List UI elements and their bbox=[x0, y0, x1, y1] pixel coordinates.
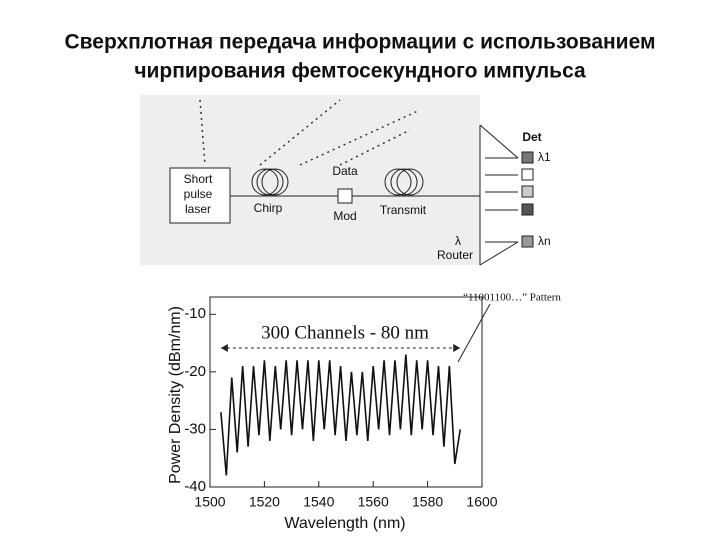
diagram-label: Det bbox=[522, 130, 541, 144]
diagram: Short pulse laser Chirp Data Mod Transmi… bbox=[140, 95, 551, 266]
diagram-label: λ1 bbox=[538, 150, 551, 164]
annotation: 300 Channels - 80 nm bbox=[261, 322, 429, 343]
x-tick-label: 1500 bbox=[194, 494, 225, 510]
annotation-pointer bbox=[457, 303, 491, 363]
beam-traces bbox=[199, 99, 421, 166]
chirp-coil bbox=[251, 168, 289, 196]
plot-frame bbox=[209, 296, 483, 488]
y-axis-label: Power Density (dBm/nm) bbox=[167, 306, 184, 484]
x-tick-label: 1520 bbox=[249, 494, 280, 510]
diagram-label: Data bbox=[332, 164, 358, 178]
chart: Power Density (dBm/nm) Wavelength (nm) 3… bbox=[167, 292, 561, 533]
x-tick-label: 1600 bbox=[466, 494, 497, 510]
x-tick-label: 1580 bbox=[412, 494, 443, 510]
x-tick-label: 1540 bbox=[303, 494, 334, 510]
diagram-label: λ bbox=[455, 234, 461, 248]
laser-box bbox=[169, 167, 231, 224]
y-tick-label: -10 bbox=[184, 305, 206, 322]
x-tick-label: 1560 bbox=[358, 494, 389, 510]
transmit-coil bbox=[384, 168, 424, 196]
y-tick-label: -20 bbox=[184, 363, 206, 380]
modulator bbox=[337, 188, 353, 204]
annotation: “11001100…” Pattern bbox=[463, 292, 561, 304]
diagram-label: pulse bbox=[184, 187, 213, 201]
y-tick-label: -40 bbox=[184, 478, 206, 495]
router bbox=[479, 124, 519, 266]
diagram-label: Mod bbox=[333, 209, 356, 223]
title-line: Сверхплотная передача информации с испол… bbox=[64, 31, 655, 54]
detectors bbox=[521, 151, 534, 248]
diagram-label: laser bbox=[185, 202, 211, 216]
diagram-label: λn bbox=[538, 234, 551, 248]
title-line: чирпирования фемтосекундного импульса bbox=[134, 60, 586, 83]
diagram-label: Chirp bbox=[254, 201, 283, 215]
diagram-label: Short bbox=[184, 172, 213, 186]
y-tick-label: -30 bbox=[184, 420, 206, 437]
diagram-label: Transmit bbox=[380, 203, 427, 217]
spectrum-line bbox=[220, 354, 462, 476]
x-axis-label: Wavelength (nm) bbox=[284, 515, 405, 532]
arrow-head bbox=[220, 344, 461, 352]
diagram-label: Router bbox=[437, 248, 473, 262]
